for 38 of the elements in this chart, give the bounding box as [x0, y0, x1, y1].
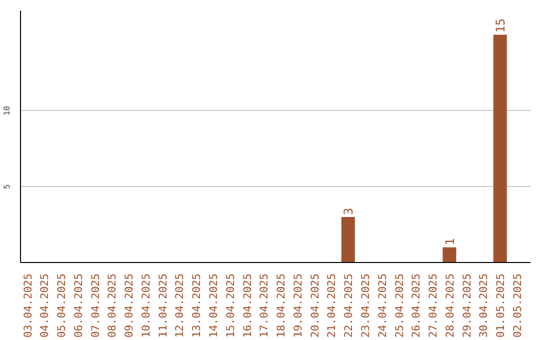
data-label: 15 — [494, 18, 508, 33]
x-tick-label: 30.04.2025 — [477, 274, 490, 338]
x-tick-label: 08.04.2025 — [106, 274, 119, 338]
x-tick-label: 01.05.2025 — [494, 274, 508, 338]
x-tick-label: 03.04.2025 — [21, 274, 34, 338]
x-tick-label: 07.04.2025 — [88, 274, 102, 338]
x-tick-label: 24.04.2025 — [376, 274, 389, 338]
x-tick-label: 05.04.2025 — [55, 274, 68, 338]
x-tick-label: 26.04.2025 — [410, 274, 423, 338]
x-tick-label: 14.04.2025 — [207, 274, 220, 338]
x-tick-label: 19.04.2025 — [291, 274, 304, 338]
bar — [493, 34, 507, 262]
x-tick-label: 02.05.2025 — [510, 274, 524, 338]
x-tick-label: 20.04.2025 — [308, 274, 322, 338]
x-tick-label: 12.04.2025 — [173, 274, 186, 338]
x-tick-label: 11.04.2025 — [156, 274, 170, 338]
x-tick-label: 16.04.2025 — [240, 274, 254, 338]
data-label: 1 — [442, 238, 457, 246]
y-tick-label: 5 — [2, 184, 12, 190]
x-tick-label: 22.04.2025 — [342, 274, 356, 338]
x-tick-label: 04.04.2025 — [38, 274, 52, 338]
x-tick-label: 28.04.2025 — [443, 274, 456, 338]
x-tick-label: 21.04.2025 — [325, 274, 338, 338]
x-tick-label: 09.04.2025 — [122, 274, 136, 338]
x-tick-label: 18.04.2025 — [274, 274, 288, 338]
data-label: 3 — [342, 208, 356, 215]
x-tick-label: 23.04.2025 — [359, 274, 372, 338]
x-tick-label: 15.04.2025 — [224, 274, 237, 338]
x-tick-label: 06.04.2025 — [72, 274, 85, 338]
x-tick-label: 10.04.2025 — [139, 274, 152, 338]
bar — [442, 247, 456, 262]
x-tick-label: 27.04.2025 — [426, 274, 440, 338]
y-tick-label: 10 — [2, 106, 12, 116]
x-tick-label: 25.04.2025 — [392, 274, 406, 338]
bar — [341, 216, 355, 262]
x-tick-label: 17.04.2025 — [258, 274, 271, 338]
x-tick-label: 29.04.2025 — [460, 274, 474, 338]
x-tick-label: 13.04.2025 — [190, 274, 204, 338]
